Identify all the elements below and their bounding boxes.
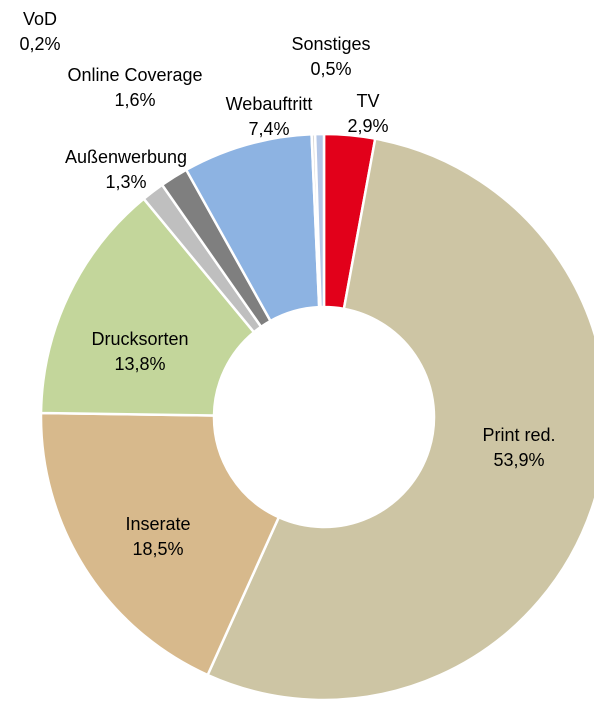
slice-value-webauftritt: 7,4%: [248, 119, 289, 139]
slice-label-aussenwerbung: Außenwerbung: [65, 147, 187, 167]
slice-label-online-coverage: Online Coverage: [67, 65, 202, 85]
slice-label-tv: TV: [356, 91, 379, 111]
slice-value-inserate: 18,5%: [132, 539, 183, 559]
slice-label-drucksorten: Drucksorten: [91, 329, 188, 349]
slice-value-print-red: 53,9%: [493, 450, 544, 470]
slice-value-tv: 2,9%: [347, 116, 388, 136]
slice-label-print-red: Print red.: [482, 425, 555, 445]
slice-value-vod: 0,2%: [19, 34, 60, 54]
slice-value-aussenwerbung: 1,3%: [105, 172, 146, 192]
slice-label-webauftritt: Webauftritt: [226, 94, 313, 114]
slice-sonstiges: [313, 132, 326, 309]
slices-group: [39, 132, 594, 702]
slice-drucksorten: [39, 197, 256, 417]
slice-inserate: [39, 411, 281, 677]
slice-value-online-coverage: 1,6%: [114, 90, 155, 110]
labels-group: TV 2,9% Print red. 53,9% Inserate 18,5% Drucks…: [19, 9, 555, 559]
slice-label-vod: VoD: [23, 9, 57, 29]
slice-value-sonstiges: 0,5%: [310, 59, 351, 79]
slice-value-drucksorten: 13,8%: [114, 354, 165, 374]
slice-print-red: [206, 137, 594, 702]
slice-label-inserate: Inserate: [125, 514, 190, 534]
slice-label-sonstiges: Sonstiges: [291, 34, 370, 54]
